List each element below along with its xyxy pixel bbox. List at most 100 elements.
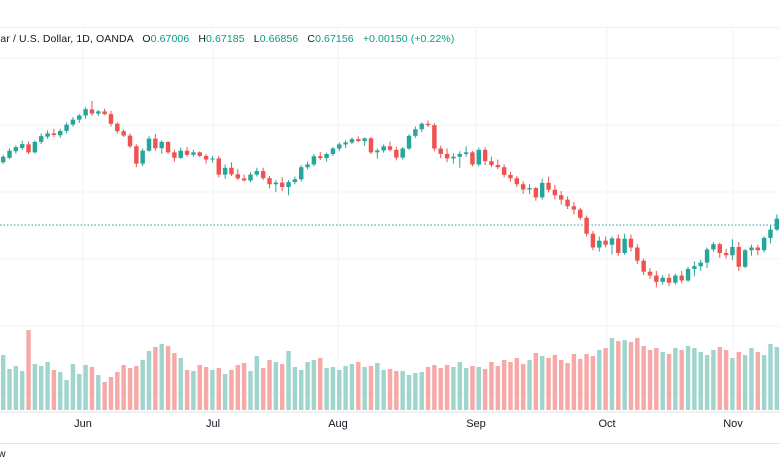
volume-bar [457, 362, 462, 410]
open-label: O [142, 33, 151, 45]
volume-bar [742, 355, 748, 410]
volume-bar [685, 346, 691, 410]
volume-bar [609, 338, 615, 410]
volume-bar [413, 373, 418, 410]
candle-body [616, 238, 621, 253]
candle-body [0, 156, 6, 163]
candle-body [26, 144, 31, 153]
volume-bar [210, 370, 215, 410]
candle-body [730, 246, 735, 256]
candle-body [406, 135, 412, 149]
candle-body [527, 188, 532, 190]
open-value: 0.67006 [150, 33, 190, 45]
candle-body [39, 136, 44, 142]
volume-bar [159, 344, 164, 410]
volume-bar [45, 362, 50, 410]
volume-bar [273, 362, 279, 410]
candle-body [254, 171, 260, 175]
volume-bar [330, 367, 336, 410]
candle-body [717, 244, 722, 253]
volume-bar [768, 344, 773, 410]
volume-bar [520, 364, 526, 410]
volume-bar [489, 362, 494, 410]
volume-bar [666, 354, 672, 410]
symbol-label: lar / U.S. Dollar, 1D, OANDA [0, 33, 134, 45]
candle-body [235, 174, 241, 179]
candle-body [578, 209, 583, 218]
volume-bar [527, 360, 532, 410]
volume-bar [559, 360, 564, 410]
volume-bar [203, 367, 209, 410]
candle-body [463, 152, 469, 154]
volume-bar [546, 358, 551, 410]
candle-body [45, 133, 50, 137]
candle-body [153, 138, 158, 149]
volume-bar [197, 365, 202, 410]
volume-bar [400, 371, 405, 410]
candle-body [102, 111, 107, 115]
candle-body [641, 260, 646, 272]
candle-body [495, 165, 501, 168]
volume-bar [362, 367, 367, 410]
candle-body [438, 148, 443, 154]
volume-bar [115, 372, 120, 410]
candle-body [83, 109, 88, 116]
volume-bar [216, 368, 221, 410]
volume-bar [299, 370, 304, 410]
candle-body [571, 206, 577, 210]
volume-bars [0, 330, 780, 410]
volume-bar [597, 350, 602, 410]
x-tick-label: Jul [206, 418, 220, 430]
candle-body [324, 154, 329, 159]
candle-body [660, 277, 665, 282]
volume-bar [32, 364, 38, 410]
candle-body [723, 253, 729, 256]
x-tick-label: Aug [328, 418, 348, 430]
candle-body [482, 149, 488, 162]
high-label: H [198, 33, 207, 45]
volume-bar [235, 365, 241, 410]
volume-bar [654, 348, 659, 410]
candle-body [603, 240, 608, 245]
candle-body [609, 238, 615, 245]
candle-body [260, 171, 266, 179]
volume-bar [318, 358, 323, 410]
candle-body [203, 155, 209, 160]
volume-bar [603, 348, 608, 410]
candle-body [108, 114, 114, 124]
volume-bar [628, 342, 634, 410]
volume-bar [140, 360, 145, 410]
volume-bar [698, 352, 703, 410]
candle-body [58, 130, 63, 136]
candle-body [115, 123, 120, 132]
volume-bar [381, 370, 386, 410]
candle-body [311, 156, 317, 165]
volume-bar [533, 353, 539, 410]
candle-body [552, 189, 558, 196]
footer-label: w [0, 448, 6, 460]
low-value: 0.66856 [259, 33, 299, 45]
candle-body [330, 148, 336, 154]
volume-bar [241, 363, 247, 410]
volume-bar [375, 363, 380, 410]
candle-body [476, 149, 481, 165]
volume-bar [184, 370, 190, 410]
candle-body [279, 182, 285, 187]
volume-bar [419, 372, 424, 410]
candle-body [229, 167, 234, 175]
volume-bar [337, 370, 342, 410]
candle-body [635, 247, 640, 261]
candle-body [673, 275, 678, 283]
candle-body [489, 161, 494, 165]
volume-bar [260, 368, 266, 410]
volume-bar [755, 352, 761, 410]
volume-bar [305, 362, 310, 410]
volume-bar [387, 369, 393, 410]
volume-bar [356, 362, 361, 410]
candle-body [305, 164, 310, 168]
volume-bar [146, 351, 152, 410]
volume-bar [77, 374, 82, 410]
volume-bar [647, 350, 653, 410]
